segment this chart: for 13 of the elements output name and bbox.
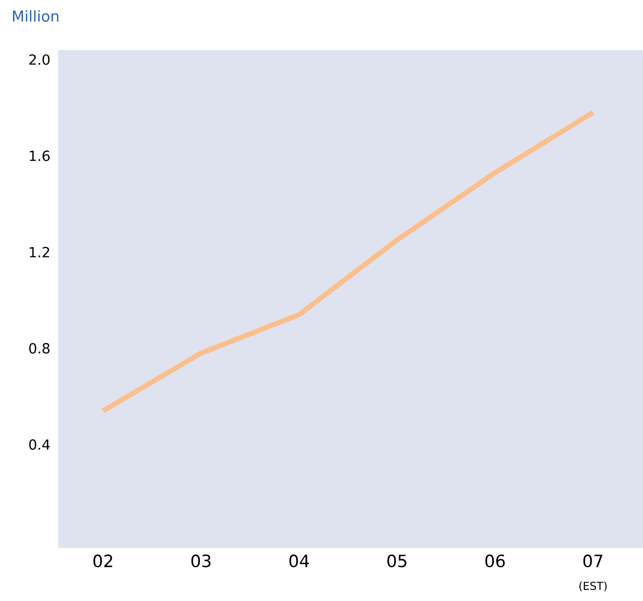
x-tick-label: 05 — [387, 554, 406, 568]
y-tick-label: 0.8 — [29, 343, 50, 354]
x-tick-label: 04 — [289, 554, 309, 568]
y-tick-label: 2.0 — [29, 54, 50, 65]
x-tick-label: 07 — [583, 554, 602, 568]
x-tick-label: 02 — [93, 554, 112, 568]
y-tick-label: 0.4 — [29, 439, 50, 450]
x-tick-label: 06 — [485, 554, 505, 568]
y-tick-label: 1.6 — [30, 150, 50, 162]
y-axis-title: Million — [12, 10, 58, 22]
x-tick-label: 03 — [191, 554, 210, 568]
text: (EST) — [579, 582, 607, 592]
y-tick-label: 1.2 — [30, 246, 50, 258]
